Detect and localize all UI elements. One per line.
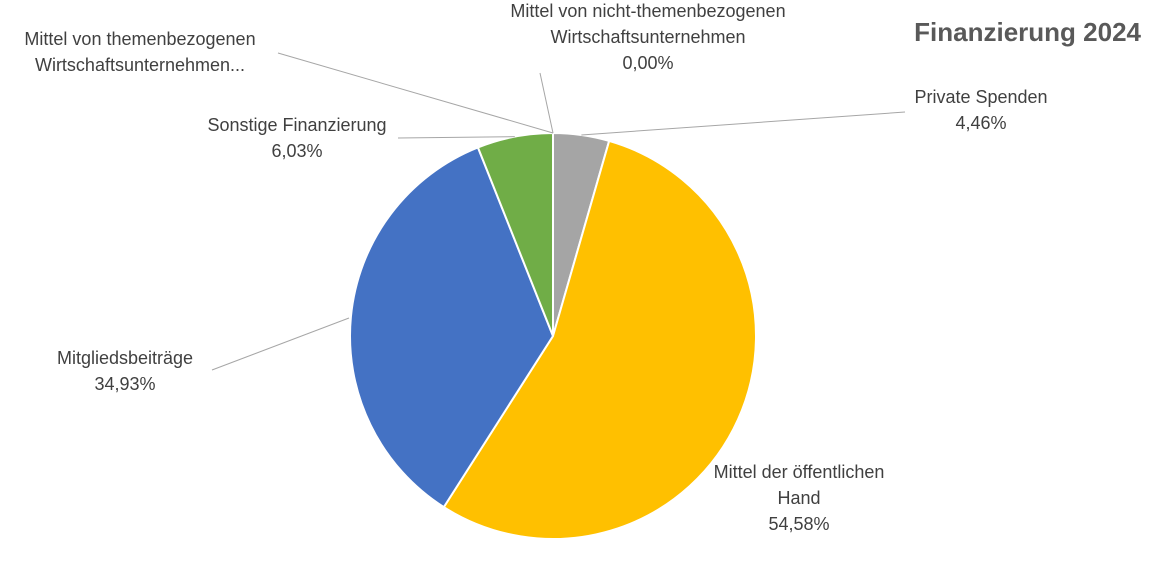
data-label-value: 34,93% (94, 374, 155, 394)
leader-line-mittel-von-themenbezogenen-wirtschaftsunternehmen (277, 52, 554, 134)
leader-line-sonstige-finanzierung (397, 136, 515, 139)
chart-title: Finanzierung 2024 (914, 17, 1141, 47)
leader-line-mitgliedsbeiträge (211, 317, 350, 371)
pie-slice-mitgliedsbeiträge (349, 146, 555, 509)
data-label-name-line: Mittel der öffentlichen (714, 462, 885, 482)
leader-lines (211, 52, 906, 371)
data-label-private-spenden: Private Spenden 4,46% (914, 87, 1047, 133)
data-label-mittel-von-nicht-themenbezogenen-wirtschaftsunternehmen: Mittel von nicht-themenbezogenen Wirtscha… (510, 1, 785, 73)
data-label-mittel-der-öffentlichen-hand: Mittel der öffentlichen Hand 54,58% (714, 462, 885, 534)
data-labels: Private Spenden 4,46% Mittel der öffentlic… (24, 1, 1047, 534)
data-label-value: 0,00% (622, 53, 673, 73)
data-label-name-line: Sonstige Finanzierung (207, 115, 386, 135)
data-label-sonstige-finanzierung: Sonstige Finanzierung 6,03% (207, 115, 386, 161)
data-label-name-line: Mittel von themenbezogenen (24, 29, 255, 49)
data-label-mittel-von-themenbezogenen-wirtschaftsunternehmen: Mittel von themenbezogenen Wirtschaftsunt… (24, 29, 255, 75)
pie-slice-mittel-der-öffentlichen-hand (442, 139, 757, 540)
data-label-name-line: Mittel von nicht-themenbezogenen (510, 1, 785, 21)
data-label-value: 6,03% (271, 141, 322, 161)
data-label-value: 54,58% (768, 514, 829, 534)
pie-slices (349, 131, 757, 540)
data-label-name-line: Wirtschaftsunternehmen (550, 27, 745, 47)
data-label-mitgliedsbeiträge: Mitgliedsbeiträge 34,93% (57, 348, 193, 394)
leader-line-private-spenden (581, 111, 906, 136)
leader-line-mittel-von-nicht-themenbezogenen-wirtschaftsunternehmen (539, 72, 554, 134)
data-label-name-line: Private Spenden (914, 87, 1047, 107)
data-label-value: 4,46% (955, 113, 1006, 133)
data-label-name-line: Wirtschaftsunternehmen... (35, 55, 245, 75)
data-label-name-line: Mitgliedsbeiträge (57, 348, 193, 368)
data-label-name-line: Hand (777, 488, 820, 508)
